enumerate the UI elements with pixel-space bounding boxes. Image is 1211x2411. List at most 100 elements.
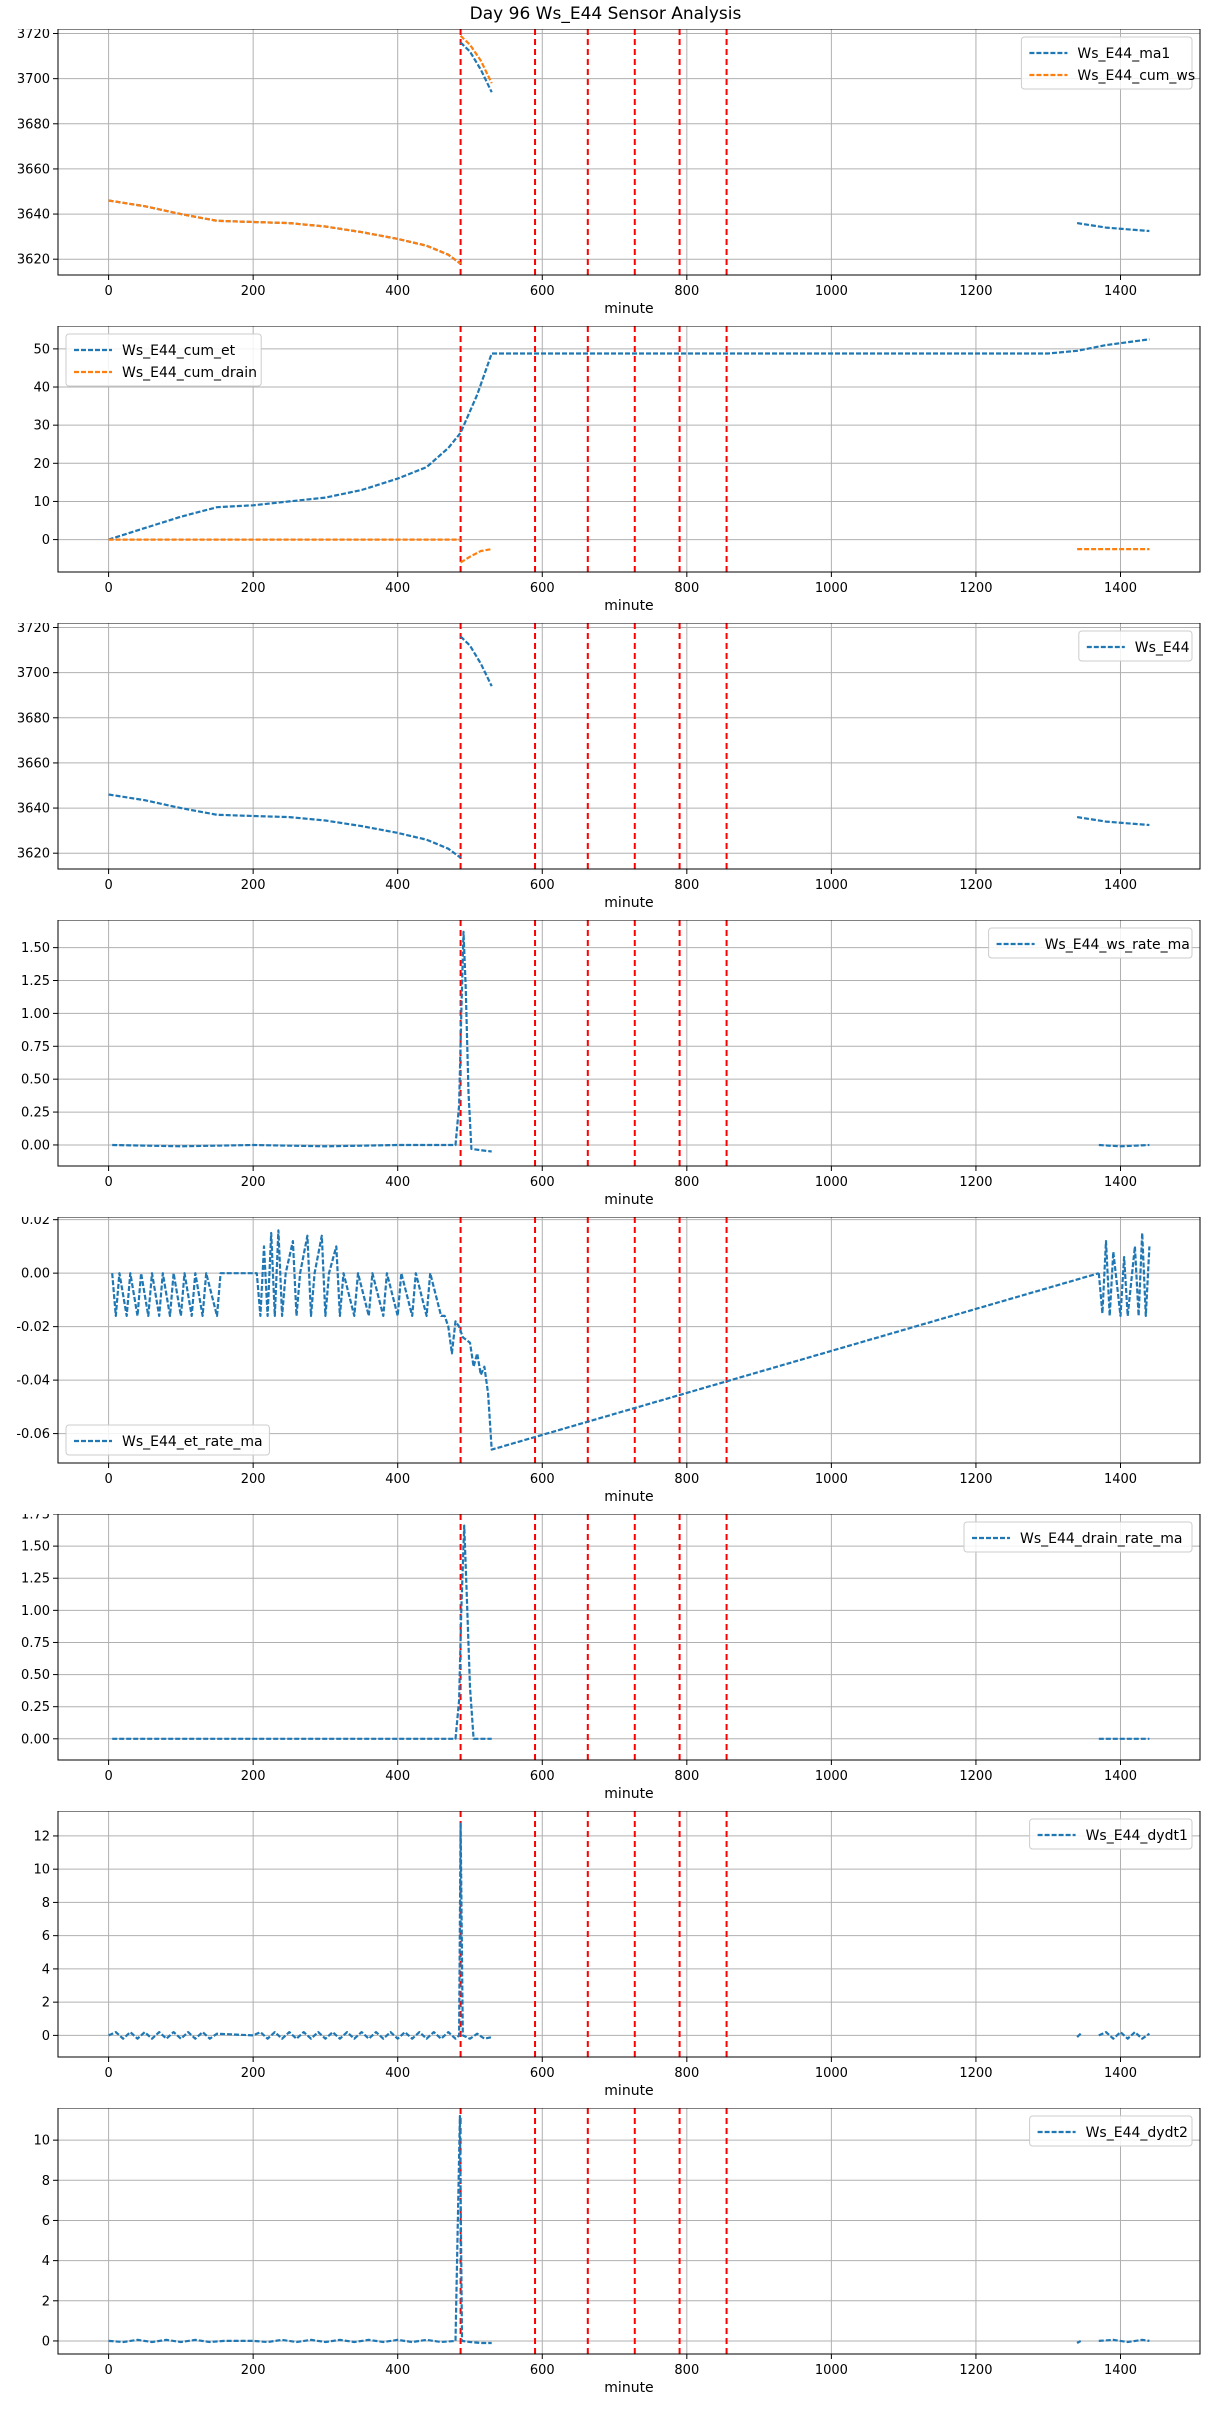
chart-2-legend-label-ws-e44-cum-et: Ws_E44_cum_et <box>122 343 236 359</box>
chart-1-series-ws-e44-cum-ws-segment-1 <box>108 199 462 265</box>
chart-2-ytick-label-20: 20 <box>33 457 50 472</box>
chart-5-axes-frame <box>57 1217 1201 1464</box>
chart-1-xtick-label-1400: 1400 <box>1104 284 1137 299</box>
chart-3-xtick-label-1200: 1200 <box>959 878 992 893</box>
chart-6-ytick-label-0-75: 0.75 <box>21 1636 50 1651</box>
chart-2-series-ws-e44-cum-et-segment-1 <box>108 338 1150 541</box>
chart-6-xtick-label-600: 600 <box>530 1769 555 1784</box>
chart-3-ytick-label-3720: 3720 <box>17 623 50 636</box>
chart-6-ytick-label-1-75: 1.75 <box>21 1514 50 1523</box>
chart-7-ytick-label-10: 10 <box>33 1863 50 1878</box>
chart-4-xtick-label-1200: 1200 <box>959 1175 992 1190</box>
chart-1-xlabel: minute <box>604 301 653 317</box>
chart-8-xtick-label-1200: 1200 <box>959 2363 992 2378</box>
chart-4-xtick-label-1000: 1000 <box>815 1175 848 1190</box>
chart-4-xtick-label-800: 800 <box>674 1175 699 1190</box>
chart-7-xtick-label-800: 800 <box>674 2066 699 2081</box>
chart-4-legend: Ws_E44_ws_rate_ma <box>988 927 1193 959</box>
chart-2-legend-box <box>65 333 262 387</box>
chart-1-ytick-label-3720: 3720 <box>17 29 50 42</box>
figure-title: Day 96 Ws_E44 Sensor Analysis <box>469 4 742 24</box>
chart-8-legend: Ws_E44_dydt2 <box>1029 2115 1193 2147</box>
chart-2-axes-frame <box>57 326 1201 573</box>
chart-5-ytick-label-0: 0.00 <box>21 1267 50 1282</box>
chart-3-legend: Ws_E44 <box>1078 630 1193 662</box>
chart-4-event-lines <box>459 920 728 1166</box>
chart-7-series-ws-e44-dydt1-segment-3 <box>1098 2031 1151 2040</box>
chart-6-axes-frame <box>57 1514 1201 1761</box>
chart-8-xlabel: minute <box>604 2380 653 2396</box>
chart-6-series-ws-e44-drain-rate-ma-segment-1 <box>112 1524 492 1740</box>
chart-8-xtick-label-200: 200 <box>241 2363 266 2378</box>
chart-6-legend: Ws_E44_drain_rate_ma <box>963 1521 1193 1553</box>
chart-6-ytick-label-0: 0.00 <box>21 1732 50 1747</box>
chart-3-xtick-label-200: 200 <box>241 878 266 893</box>
chart-5-xtick-label-1000: 1000 <box>815 1472 848 1487</box>
chart-1-legend-label-ws-e44-cum-ws: Ws_E44_cum_ws <box>1077 68 1195 84</box>
chart-6-xtick-label-1200: 1200 <box>959 1769 992 1784</box>
chart-4-series-ws-e44-ws-rate-ma-segment-1 <box>112 930 492 1153</box>
chart-6-series-group <box>112 1524 1150 1740</box>
chart-1-xtick-label-600: 600 <box>530 284 555 299</box>
chart-7-ytick-label-4: 4 <box>42 1962 50 1977</box>
chart-2-xtick-label-800: 800 <box>674 581 699 596</box>
chart-8-series-ws-e44-dydt2-segment-2 <box>1076 2339 1082 2344</box>
chart-8-legend-box <box>1029 2115 1193 2147</box>
chart-2-xtick-label-1400: 1400 <box>1104 581 1137 596</box>
chart-6-event-lines <box>459 1514 728 1760</box>
chart-7-legend-label-ws-e44-dydt1: Ws_E44_dydt1 <box>1086 1828 1188 1844</box>
chart-5-xtick-label-200: 200 <box>241 1472 266 1487</box>
chart-4-xtick-label-1400: 1400 <box>1104 1175 1137 1190</box>
chart-3-series-ws-e44-segment-1 <box>108 793 462 859</box>
chart-8-series-group <box>108 2114 1150 2345</box>
chart-8-xtick-label-1400: 1400 <box>1104 2363 1137 2378</box>
chart-3-series-ws-e44-segment-2 <box>459 635 493 687</box>
chart-7-legend: Ws_E44_dydt1 <box>1029 1818 1193 1850</box>
chart-7-series-group <box>108 1821 1151 2040</box>
chart-8-series-ws-e44-dydt2-segment-3 <box>1098 2338 1150 2344</box>
chart-1-legend-box <box>1020 36 1193 90</box>
chart-2-xtick-label-1200: 1200 <box>959 581 992 596</box>
chart-3-ytick-label-3620: 3620 <box>17 847 50 862</box>
chart-7-legend-box <box>1029 1818 1193 1850</box>
chart-8-ytick-label-8: 8 <box>42 2174 50 2189</box>
subplot-cum-et-cum-drain: 0 200 400 600 800 1000 1200 1400 0 10 20 30 40 50 minu… <box>33 326 1201 614</box>
chart-6-ytick-label-0-25: 0.25 <box>21 1700 50 1715</box>
chart-6-xtick-label-400: 400 <box>385 1769 410 1784</box>
chart-7-xtick-label-200: 200 <box>241 2066 266 2081</box>
chart-8-legend-label-ws-e44-dydt2: Ws_E44_dydt2 <box>1086 2125 1188 2141</box>
chart-7-series-ws-e44-dydt1-segment-1 <box>108 1821 492 2040</box>
chart-3-ytick-label-3660: 3660 <box>17 756 50 771</box>
chart-6-legend-box <box>963 1521 1193 1553</box>
chart-6-ytick-label-1-25: 1.25 <box>21 1572 50 1587</box>
chart-4-xtick-label-0: 0 <box>104 1175 112 1190</box>
chart-2-xlabel: minute <box>604 598 653 614</box>
chart-8-ytick-label-10: 10 <box>33 2134 50 2149</box>
chart-6-ytick-label-1: 1.00 <box>21 1604 50 1619</box>
chart-4-xtick-label-200: 200 <box>241 1175 266 1190</box>
chart-6-legend-label-ws-e44-drain-rate-ma: Ws_E44_drain_rate_ma <box>1020 1531 1182 1547</box>
chart-5-ytick-label--0-04: -0.04 <box>16 1374 50 1389</box>
chart-6-ytick-label-0-5: 0.50 <box>21 1668 50 1683</box>
chart-3-ytick-label-3640: 3640 <box>17 802 50 817</box>
chart-1-grid <box>58 29 1200 275</box>
chart-4-ytick-label-0: 0.00 <box>21 1138 50 1153</box>
chart-2-series-ws-e44-cum-drain-segment-2 <box>460 548 492 564</box>
chart-5-series-ws-e44-et-rate-ma-segment-1 <box>111 1229 1100 1451</box>
chart-4-series-ws-e44-ws-rate-ma-segment-2 <box>1098 1143 1150 1148</box>
chart-8-xtick-label-600: 600 <box>530 2363 555 2378</box>
chart-8-ytick-label-2: 2 <box>42 2294 50 2309</box>
chart-4-ytick-label-0-25: 0.25 <box>21 1106 50 1121</box>
subplot-dydt2: 0 200 400 600 800 1000 1200 1400 0 2 4 6 8 10 minute Ws… <box>33 2108 1201 2396</box>
chart-8-xtick-label-0: 0 <box>104 2363 112 2378</box>
chart-1-event-lines <box>459 29 728 275</box>
subplot-et-rate-ma: 0 200 400 600 800 1000 1200 1400 -0.06 -0.04 -0.02… <box>16 1217 1201 1505</box>
chart-7-axes-frame <box>57 1811 1201 2058</box>
chart-6-xtick-label-800: 800 <box>674 1769 699 1784</box>
chart-7-xtick-label-0: 0 <box>104 2066 112 2081</box>
chart-3-xtick-label-800: 800 <box>674 878 699 893</box>
chart-3-xtick-label-1400: 1400 <box>1104 878 1137 893</box>
chart-2-xtick-label-600: 600 <box>530 581 555 596</box>
chart-1-axes-frame <box>57 29 1201 276</box>
chart-2-ytick-label-30: 30 <box>33 419 50 434</box>
